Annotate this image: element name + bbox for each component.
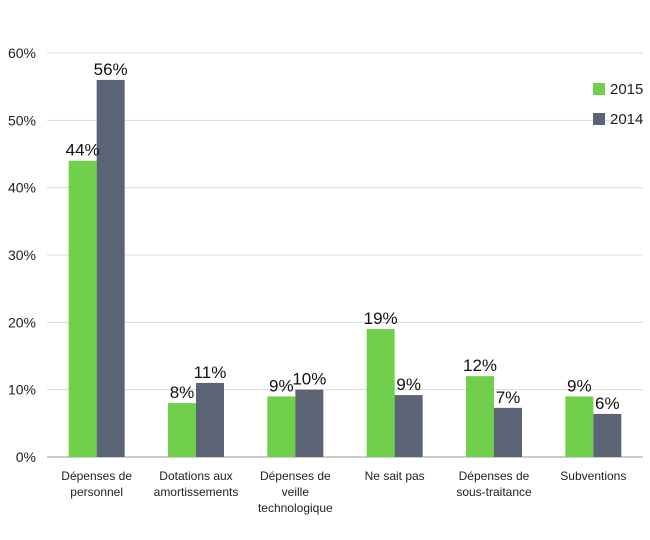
- y-tick-label: 20%: [8, 314, 36, 330]
- y-axis-ticks: 0% 10% 20% 30% 40% 50% 60%: [8, 45, 36, 465]
- x-tick-label: Subventions: [560, 469, 626, 483]
- bar-2014-0: [96, 79, 125, 457]
- x-tick-label: amortissements: [154, 485, 239, 499]
- data-label-2014-0: 56%: [94, 60, 128, 79]
- bar-2014-1: [196, 382, 224, 457]
- x-tick-label: Dépenses de: [260, 469, 331, 483]
- bar-2014-3: [394, 395, 423, 457]
- x-tick-label: Ne sait pas: [365, 469, 425, 483]
- legend-label-2014: 2014: [610, 111, 643, 128]
- legend-swatch-2015: [593, 83, 605, 95]
- x-tick-label: Dépenses de: [459, 469, 530, 483]
- data-label-2014-1: 11%: [194, 363, 227, 382]
- bar-2015-4: [466, 376, 494, 457]
- y-tick-label: 10%: [8, 382, 36, 398]
- legend-swatch-2014: [593, 113, 605, 125]
- y-tick-label: 30%: [8, 247, 36, 263]
- y-tick-label: 60%: [8, 45, 36, 61]
- data-label-2015-4: 12%: [463, 356, 497, 375]
- bar-2015-2: [267, 396, 296, 457]
- x-tick-label: technologique: [258, 501, 333, 515]
- x-axis-labels: Dépenses de personnel Dotations aux amortis…: [61, 469, 626, 515]
- y-tick-label: 0%: [16, 449, 36, 465]
- data-label-2015-1: 8%: [170, 383, 195, 402]
- data-label-2014-4: 7%: [496, 388, 521, 407]
- bar-2015-5: [565, 396, 594, 457]
- x-tick-label: sous-traitance: [456, 485, 532, 499]
- data-label-2014-2: 10%: [292, 370, 326, 389]
- x-tick-label: veille: [282, 485, 310, 499]
- y-tick-label: 40%: [8, 180, 36, 196]
- bar-2014-2: [295, 389, 324, 457]
- bar-2015-3: [366, 329, 395, 457]
- x-tick-label: Dépenses de: [61, 469, 132, 483]
- data-label-2015-2: 9%: [269, 376, 294, 395]
- data-label-2014-5: 6%: [595, 394, 620, 413]
- bar-2015-0: [68, 160, 97, 457]
- bar-2015-1: [168, 403, 196, 457]
- bar-2014-5: [593, 413, 622, 457]
- data-labels: 44%56%8%11%9%10%19%9%12%7%9%6%: [66, 60, 620, 413]
- data-label-2015-5: 9%: [567, 376, 592, 395]
- legend: 2015 2014: [593, 81, 643, 128]
- x-tick-label: personnel: [70, 485, 123, 499]
- legend-label-2015: 2015: [610, 81, 643, 98]
- y-tick-label: 50%: [8, 112, 36, 128]
- bar-2014-4: [494, 407, 522, 457]
- data-label-2014-3: 9%: [396, 375, 421, 394]
- x-tick-label: Dotations aux: [159, 469, 232, 483]
- data-label-2015-0: 44%: [66, 141, 100, 160]
- gridlines: [47, 52, 643, 458]
- data-label-2015-3: 19%: [364, 309, 398, 328]
- bars: [68, 79, 622, 457]
